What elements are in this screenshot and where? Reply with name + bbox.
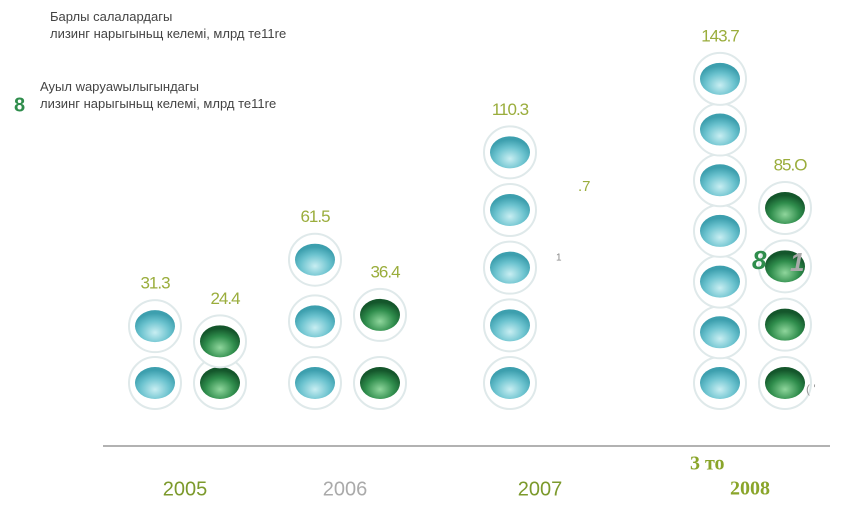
value-label: 24.4 — [210, 289, 240, 308]
x-tick-label: 2007 — [518, 478, 563, 500]
bubble — [135, 367, 175, 399]
bubble — [490, 136, 530, 169]
value-label: 85.O — [774, 155, 808, 174]
bubble — [765, 367, 805, 399]
bubble — [200, 325, 240, 358]
bubble — [700, 265, 740, 298]
bubble — [360, 298, 400, 331]
bubble — [700, 113, 740, 146]
annotation: ( ' — [806, 382, 816, 396]
annotation: 8 — [752, 245, 767, 275]
bubble — [700, 164, 740, 197]
bubble — [700, 367, 740, 399]
legend-entry: Барлы салалардагы лизинг нарыгыньщ келем… — [50, 9, 287, 41]
legend-entry: Ауыл wapyawылыгындагы лизинг нарыгыньщ к… — [40, 79, 277, 111]
value-label: 143.7 — [701, 26, 739, 45]
x-tick-label: 2008 — [730, 478, 770, 500]
bubble-column — [483, 125, 537, 410]
bubble — [295, 367, 335, 399]
bubble — [360, 367, 400, 399]
annotation: 8 — [14, 94, 25, 116]
bubble — [700, 62, 740, 95]
bubble — [490, 309, 530, 342]
x-tick-label: 2006 — [323, 478, 368, 500]
bubble-column — [758, 181, 812, 410]
bubble — [200, 367, 240, 399]
bubble — [295, 243, 335, 276]
value-label: 61.5 — [300, 207, 330, 226]
bubble-column — [693, 51, 747, 410]
bubble — [490, 194, 530, 227]
annotation: .7 — [578, 178, 591, 195]
bubble — [700, 214, 740, 247]
bubble — [490, 251, 530, 284]
bubble-column — [193, 314, 247, 410]
bubble — [490, 367, 530, 399]
value-label: 31.3 — [140, 274, 170, 293]
value-label: 110.3 — [492, 100, 529, 119]
value-label: 36.4 — [370, 262, 400, 281]
annotation: 1 — [790, 247, 804, 277]
bubble — [765, 250, 805, 283]
annotation: 1 — [556, 253, 562, 264]
bubble — [295, 305, 335, 338]
bubble — [765, 308, 805, 341]
annotation: 3 то — [690, 453, 725, 475]
bubble-column — [128, 299, 182, 410]
x-tick-label: 2005 — [163, 478, 208, 500]
bubble — [135, 310, 175, 343]
bubble — [700, 316, 740, 349]
bubble-column — [353, 287, 407, 410]
bubble — [765, 192, 805, 224]
bubble-column — [288, 232, 342, 410]
